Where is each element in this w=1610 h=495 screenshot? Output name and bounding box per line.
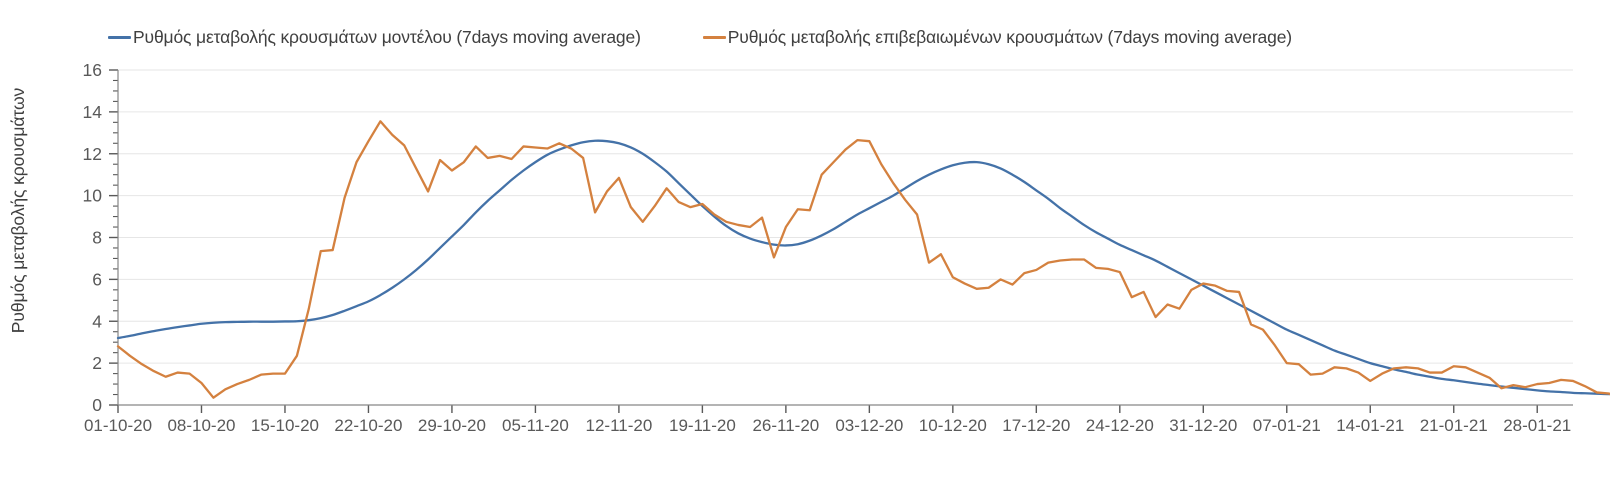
line-swatch-icon (108, 35, 131, 39)
line-swatch-icon (702, 35, 726, 39)
y-tick-label: 6 (92, 269, 102, 289)
x-tick-label: 15-10-20 (251, 416, 319, 435)
y-axis-ticks (109, 69, 118, 406)
x-tick-label: 21-01-21 (1420, 416, 1488, 435)
x-tick-label: 29-10-20 (418, 416, 486, 435)
series-line-model (116, 139, 1610, 396)
y-axis-tick-labels: 0 2 4 6 8 10 12 14 16 (83, 60, 103, 415)
y-tick-label: 16 (83, 60, 102, 80)
x-tick-label: 22-10-20 (334, 416, 402, 435)
legend-label-model: Ρυθμός μεταβολής κρουσμάτων μοντέλου (7d… (133, 26, 641, 47)
gridlines (118, 69, 1573, 364)
legend-item-confirmed[interactable]: Ρυθμός μεταβολής επιβεβαιωμένων κρουσμάτ… (702, 26, 1292, 48)
x-axis-tick-labels: 01-10-20 08-10-20 15-10-20 22-10-20 29-10-20… (84, 416, 1571, 435)
legend-item-model[interactable]: Ρυθμός μεταβολής κρουσμάτων μοντέλου (7d… (108, 27, 641, 48)
x-tick-label: 17-12-20 (1002, 416, 1070, 435)
x-tick-label: 24-12-20 (1086, 416, 1154, 435)
x-tick-label: 28-01-21 (1503, 416, 1571, 435)
x-tick-label: 26-11-20 (752, 416, 819, 435)
x-tick-label: 05-11-20 (502, 416, 569, 435)
x-tick-label: 31-12-20 (1169, 416, 1237, 435)
x-tick-label: 01-10-20 (84, 416, 152, 435)
x-tick-label: 12-11-20 (586, 416, 653, 435)
x-tick-label: 10-12-20 (919, 416, 987, 435)
series-line-confirmed (116, 120, 1610, 399)
x-tick-label: 03-12-20 (835, 416, 903, 435)
y-tick-label: 10 (83, 186, 103, 206)
y-tick-label: 2 (92, 353, 102, 373)
y-tick-label: 12 (83, 144, 102, 164)
y-tick-label: 0 (92, 395, 102, 415)
y-tick-label: 4 (92, 311, 102, 331)
y-tick-label: 14 (83, 102, 103, 122)
x-tick-label: 19-11-20 (669, 416, 736, 435)
x-axis-ticks (117, 405, 1538, 413)
x-tick-label: 08-10-20 (167, 416, 235, 435)
x-tick-label: 14-01-21 (1336, 416, 1404, 435)
chart-legend: Ρυθμός μεταβολής κρουσμάτων μοντέλου (7d… (0, 20, 1610, 54)
x-tick-label: 07-01-21 (1253, 416, 1321, 435)
y-tick-label: 8 (92, 228, 102, 248)
legend-label-confirmed: Ρυθμός μεταβολής επιβεβαιωμένων κρουσμάτ… (727, 26, 1292, 47)
